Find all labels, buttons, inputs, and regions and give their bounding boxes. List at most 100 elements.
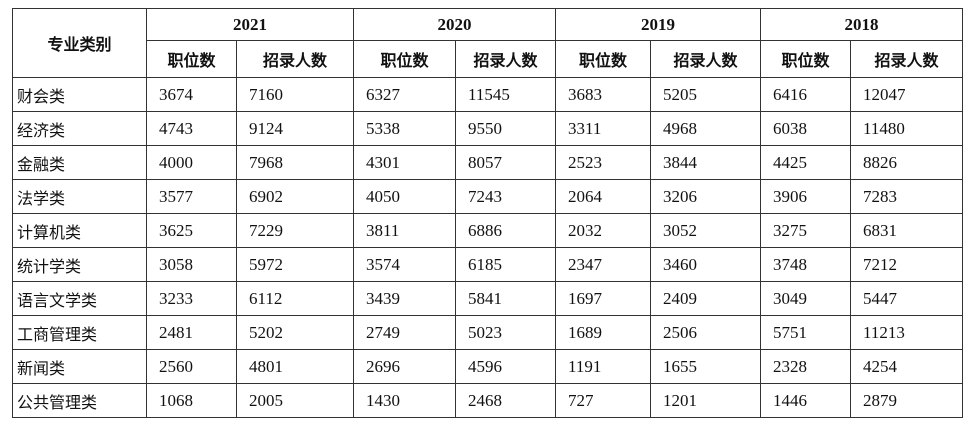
num-cell: 6327 (353, 77, 456, 112)
data-row: 公共管理类 1068 2005 1430 2468 727 1201 1446 2879 (12, 383, 963, 418)
num-cell: 3748 (760, 247, 851, 282)
num-cell: 5205 (650, 77, 761, 112)
num-cell: 1191 (555, 349, 651, 384)
sub-cell: 招录人数 (850, 40, 963, 78)
num-cell: 4743 (146, 111, 237, 146)
num-cell: 6038 (760, 111, 851, 146)
num-cell: 4050 (353, 179, 456, 214)
num-cell: 2749 (353, 315, 456, 350)
corner-cell: 专业类别 (12, 8, 147, 78)
sub-cell: 招录人数 (650, 40, 761, 78)
num-cell: 2468 (455, 383, 556, 418)
num-cell: 3439 (353, 281, 456, 316)
name-cell: 计算机类 (12, 213, 147, 248)
num-cell: 2506 (650, 315, 761, 350)
num-cell: 1201 (650, 383, 761, 418)
num-cell: 4968 (650, 111, 761, 146)
sub-cell: 招录人数 (236, 40, 354, 78)
year-cell: 2021 (146, 8, 354, 41)
num-cell: 3311 (555, 111, 651, 146)
name-cell: 新闻类 (12, 349, 147, 384)
year-cell: 2019 (555, 8, 761, 41)
num-cell: 3206 (650, 179, 761, 214)
name-cell: 语言文学类 (12, 281, 147, 316)
num-cell: 3811 (353, 213, 456, 248)
sub-cell: 职位数 (353, 40, 456, 78)
num-cell: 2064 (555, 179, 651, 214)
data-row: 工商管理类 2481 5202 2749 5023 1689 2506 5751 11213 (12, 315, 963, 350)
num-cell: 7160 (236, 77, 354, 112)
name-cell: 工商管理类 (12, 315, 147, 350)
num-cell: 2696 (353, 349, 456, 384)
num-cell: 3577 (146, 179, 237, 214)
name-cell: 法学类 (12, 179, 147, 214)
num-cell: 11545 (455, 77, 556, 112)
num-cell: 3058 (146, 247, 237, 282)
num-cell: 1068 (146, 383, 237, 418)
sub-cell: 职位数 (555, 40, 651, 78)
num-cell: 8057 (455, 145, 556, 180)
num-cell: 1446 (760, 383, 851, 418)
num-cell: 4425 (760, 145, 851, 180)
num-cell: 3052 (650, 213, 761, 248)
num-cell: 2560 (146, 349, 237, 384)
sub-cell: 招录人数 (455, 40, 556, 78)
num-cell: 4254 (850, 349, 963, 384)
name-cell: 公共管理类 (12, 383, 147, 418)
num-cell: 11480 (850, 111, 963, 146)
num-cell: 7229 (236, 213, 354, 248)
data-row: 财会类 3674 7160 6327 11545 3683 5205 6416 12047 (12, 77, 963, 112)
num-cell: 6902 (236, 179, 354, 214)
name-cell: 金融类 (12, 145, 147, 180)
num-cell: 2879 (850, 383, 963, 418)
num-cell: 12047 (850, 77, 963, 112)
num-cell: 3844 (650, 145, 761, 180)
num-cell: 11213 (850, 315, 963, 350)
num-cell: 9550 (455, 111, 556, 146)
num-cell: 6416 (760, 77, 851, 112)
num-cell: 6831 (850, 213, 963, 248)
data-row: 统计学类 3058 5972 3574 6185 2347 3460 3748 7212 (12, 247, 963, 282)
year-cell: 2018 (760, 8, 963, 41)
num-cell: 5751 (760, 315, 851, 350)
num-cell: 3906 (760, 179, 851, 214)
num-cell: 9124 (236, 111, 354, 146)
subheader-row: 职位数 招录人数 职位数 招录人数 职位数 招录人数 职位数 招录人数 (13, 40, 963, 78)
data-row: 计算机类 3625 7229 3811 6886 2032 3052 3275 6831 (12, 213, 963, 248)
num-cell: 1697 (555, 281, 651, 316)
num-cell: 7243 (455, 179, 556, 214)
name-cell: 统计学类 (12, 247, 147, 282)
num-cell: 4301 (353, 145, 456, 180)
num-cell: 2523 (555, 145, 651, 180)
year-cell: 2020 (353, 8, 556, 41)
num-cell: 727 (555, 383, 651, 418)
num-cell: 3625 (146, 213, 237, 248)
data-row: 经济类 4743 9124 5338 9550 3311 4968 6038 11480 (12, 111, 963, 146)
num-cell: 2481 (146, 315, 237, 350)
num-cell: 2328 (760, 349, 851, 384)
num-cell: 3674 (146, 77, 237, 112)
name-cell: 财会类 (12, 77, 147, 112)
num-cell: 1689 (555, 315, 651, 350)
num-cell: 6112 (236, 281, 354, 316)
num-cell: 3460 (650, 247, 761, 282)
num-cell: 5202 (236, 315, 354, 350)
num-cell: 7283 (850, 179, 963, 214)
num-cell: 3574 (353, 247, 456, 282)
data-row: 新闻类 2560 4801 2696 4596 1191 1655 2328 4254 (12, 349, 963, 384)
num-cell: 3049 (760, 281, 851, 316)
num-cell: 2347 (555, 247, 651, 282)
data-table: 专业类别 2021 2020 2019 2018 职位数 招录人数 职位数 招录人数 职位数 招录人… (12, 8, 963, 418)
num-cell: 5841 (455, 281, 556, 316)
data-row: 法学类 3577 6902 4050 7243 2064 3206 3906 7283 (12, 179, 963, 214)
table-body: 专业类别 2021 2020 2019 2018 职位数 招录人数 职位数 招录人数 职位数 招录人… (12, 8, 963, 418)
num-cell: 4000 (146, 145, 237, 180)
header-row: 专业类别 2021 2020 2019 2018 (12, 8, 963, 78)
num-cell: 3275 (760, 213, 851, 248)
num-cell: 6886 (455, 213, 556, 248)
data-row: 语言文学类 3233 6112 3439 5841 1697 2409 3049 5447 (12, 281, 963, 316)
num-cell: 4596 (455, 349, 556, 384)
num-cell: 5447 (850, 281, 963, 316)
num-cell: 1430 (353, 383, 456, 418)
